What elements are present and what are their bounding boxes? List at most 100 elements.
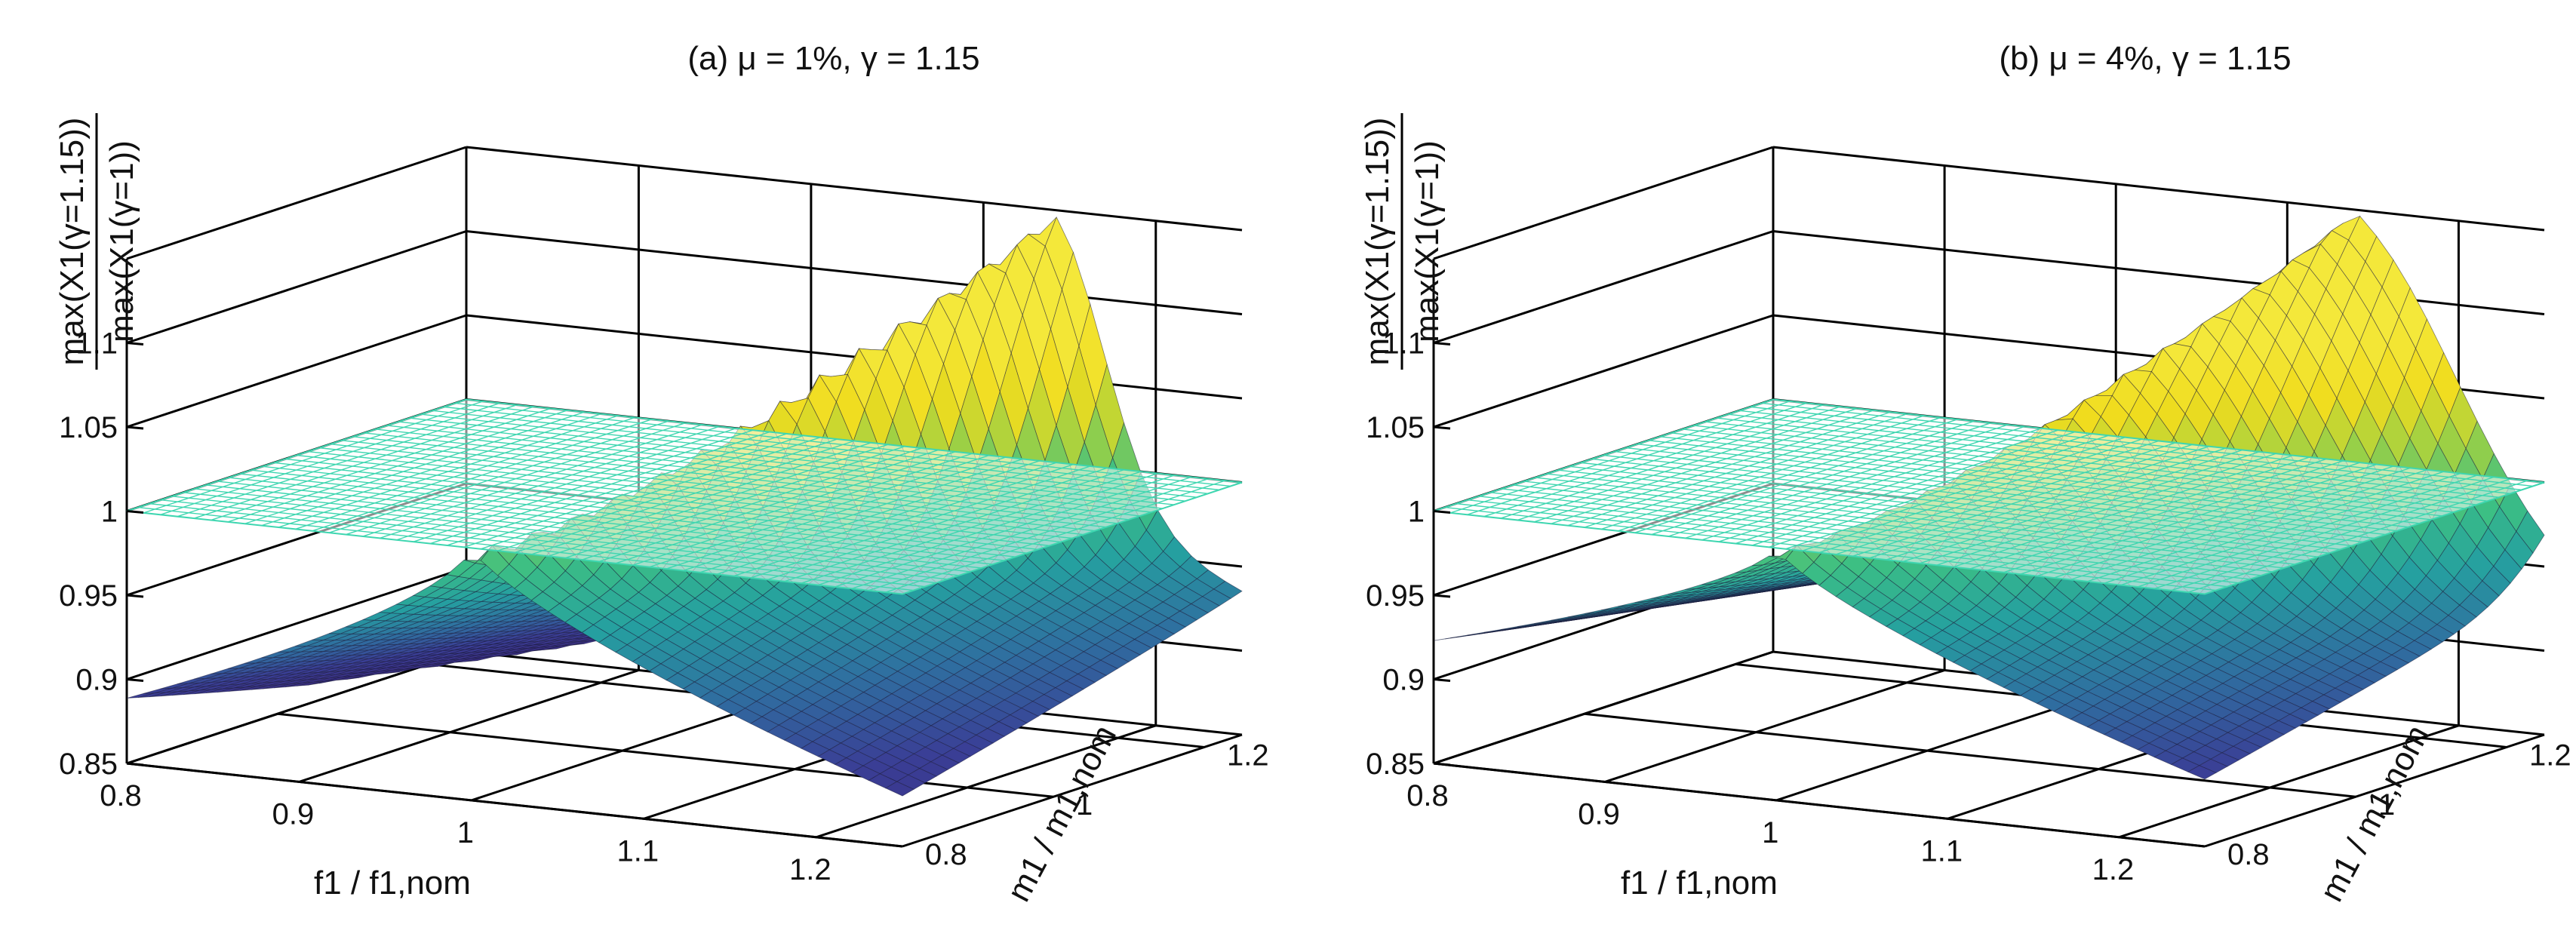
- floor-gridline: [1604, 669, 1945, 783]
- z-tick-label: 1.05: [1366, 411, 1425, 444]
- plane-gridline: [432, 410, 1209, 494]
- side-gridline: [126, 314, 467, 428]
- z-axis-label-numerator: max(X1(γ=1.15)): [54, 118, 91, 366]
- back-gridline: [1772, 230, 2545, 315]
- plane-gridline: [1761, 402, 2534, 487]
- y-tick-label: 1.2: [1227, 739, 1269, 772]
- plane-gridline: [217, 481, 994, 565]
- x-tick-label: 0.8: [100, 779, 142, 812]
- z-axis-label: max(X1(γ=1.15)) max(X1(γ=1)): [1359, 113, 1446, 370]
- back-gridline: [466, 230, 1243, 315]
- z-tick: [1433, 678, 1451, 682]
- z-tick: [126, 594, 144, 598]
- plane-gridline: [318, 447, 1096, 532]
- z-tick: [1433, 762, 1451, 766]
- plane-gridline: [1478, 496, 2251, 580]
- plane-gridline: [1523, 481, 2296, 565]
- plane-gridline: [228, 477, 1005, 561]
- plane-gridline: [137, 506, 915, 591]
- z-axis-label-denominator: max(X1(γ=1)): [1409, 140, 1446, 342]
- y-axis-line: [2204, 733, 2545, 848]
- back-top-edge: [1772, 146, 2545, 232]
- floor-gridline: [1584, 712, 2356, 798]
- side-gridline: [1433, 650, 1774, 765]
- plane-gridline: [443, 406, 1220, 491]
- plane-gridline: [1716, 417, 2488, 502]
- plane-gridline: [1591, 458, 2364, 543]
- plane-gridline: [284, 458, 1062, 543]
- z-tick: [126, 510, 144, 514]
- plane-gridline: [1727, 413, 2500, 498]
- plane-gridline: [1637, 444, 2409, 528]
- plane-gridline: [1546, 473, 2319, 557]
- plane-gridline: [1648, 440, 2421, 524]
- x-tick-label: 1.1: [617, 834, 659, 868]
- plane-gridline: [1512, 484, 2285, 569]
- z-tick-label: 0.9: [75, 664, 118, 697]
- plane-gridline: [1467, 499, 2239, 584]
- x-tick-label: 1.1: [1921, 834, 1963, 868]
- panel-b: 0.85 0.9 0.95 1 1.05 1.1 0.8 0.9 1 1.1 1.2 0.8 1 1.2 (…: [1359, 40, 2571, 908]
- floor-gridline: [816, 724, 1157, 839]
- plane-gridline: [1501, 488, 2273, 573]
- z-tick: [1433, 594, 1451, 598]
- z-tick-label: 0.85: [59, 748, 118, 781]
- plane-gridline: [330, 444, 1107, 528]
- plane-gridline: [1603, 454, 2375, 539]
- plane-gridline: [386, 425, 1164, 509]
- chart-title: (b) μ = 4%, γ = 1.15: [1999, 40, 2291, 77]
- plane-gridline: [454, 402, 1231, 487]
- plane-gridline: [364, 432, 1141, 517]
- plane-gridline: [1625, 447, 2398, 532]
- x-tick-label: 0.9: [1578, 797, 1620, 831]
- chart-title: (a) μ = 1%, γ = 1.15: [687, 40, 979, 77]
- plane-gridline: [375, 428, 1152, 513]
- plane-gridline: [1580, 462, 2353, 547]
- z-tick: [126, 678, 144, 682]
- y-axis-line: [902, 733, 1243, 848]
- plane-gridline: [1557, 469, 2330, 554]
- z-axis-label: max(X1(γ=1.15)) max(X1(γ=1)): [54, 113, 140, 370]
- y-axis-label: m1 / m1,nom: [1000, 719, 1124, 908]
- z-tick: [126, 762, 144, 766]
- reference-plane: [126, 398, 1243, 595]
- plane-gridline: [1614, 450, 2387, 536]
- z-tick-label: 1: [1408, 496, 1425, 529]
- plane-gridline: [341, 440, 1118, 524]
- reference-plane: [1433, 398, 2545, 595]
- z-tick-label: 1.05: [59, 411, 118, 444]
- side-gridline: [126, 650, 467, 765]
- plane-gridline: [1456, 502, 2228, 588]
- plane-gridline: [409, 417, 1186, 502]
- x-axis-label: f1 / f1,nom: [1621, 865, 1778, 901]
- side-gridline: [1433, 314, 1774, 428]
- x-tick-label: 0.9: [272, 797, 315, 831]
- z-tick-label: 0.95: [59, 579, 118, 613]
- side-gridline: [126, 230, 467, 344]
- y-tick-label: 1: [1076, 788, 1093, 822]
- y-tick-label: 0.8: [925, 838, 967, 871]
- plane-gridline: [1705, 421, 2477, 505]
- z-tick: [1433, 425, 1451, 430]
- z-tick: [1433, 510, 1451, 514]
- surface-patch: [884, 781, 915, 797]
- plane-gridline: [307, 450, 1084, 536]
- z-tick-label: 0.95: [1366, 579, 1425, 613]
- x-tick-label: 1: [457, 816, 474, 849]
- floor-gridline: [298, 669, 639, 783]
- y-axis-label: m1 / m1,nom: [2313, 719, 2436, 908]
- surface-patch: [2187, 765, 2217, 780]
- z-tick: [126, 425, 144, 430]
- y-tick-label: 1: [2378, 788, 2395, 822]
- plane-gridline: [262, 465, 1039, 550]
- z-axis-label-denominator: max(X1(γ=1)): [103, 140, 140, 342]
- side-gridline: [126, 567, 467, 680]
- plane-gridline: [1659, 436, 2432, 521]
- x-axis-label: f1 / f1,nom: [314, 865, 471, 901]
- plane-gridline: [160, 499, 937, 584]
- z-tick-label: 0.9: [1382, 664, 1425, 697]
- floor-gridline: [2118, 724, 2459, 839]
- plane-gridline: [273, 462, 1050, 547]
